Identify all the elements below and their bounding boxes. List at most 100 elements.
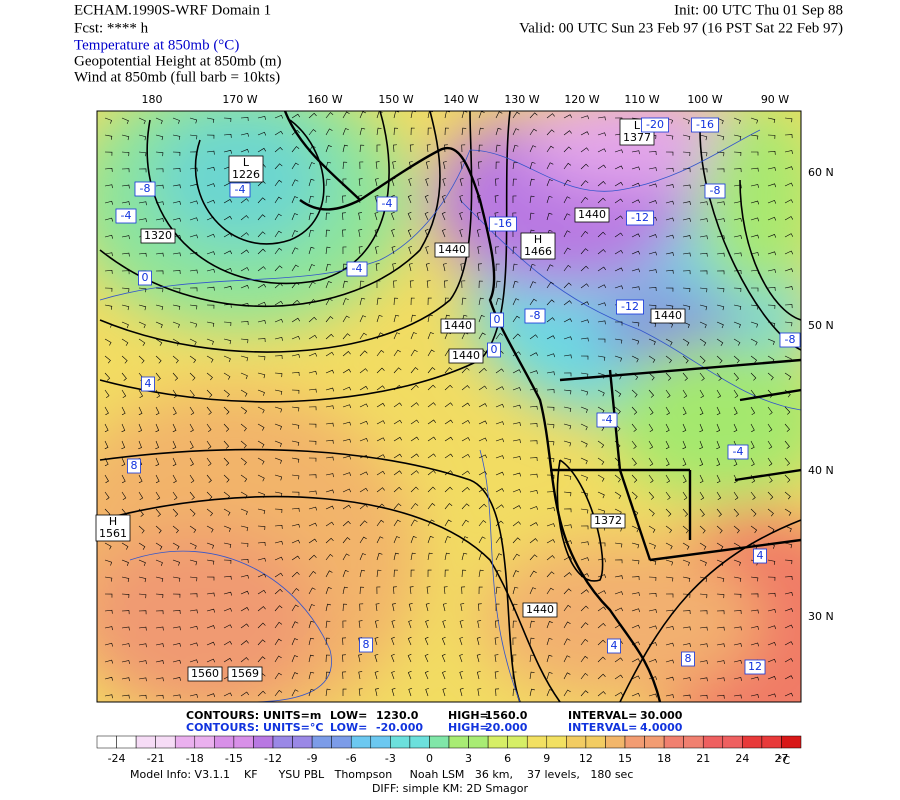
colorbar-label: 3 [465,752,472,765]
wind-barb [563,354,572,359]
wind-barb [461,367,470,374]
wind-barb [699,201,708,206]
wind-barb [274,440,282,447]
colorbar-swatch [370,735,391,749]
wind-barb [257,508,266,515]
wind-barb [699,508,705,517]
wind-barb [189,321,198,328]
label-box [650,308,686,324]
label-box [187,666,223,682]
wind-barb [308,281,316,289]
contour-info: INTERVAL= [568,721,637,734]
wind-barb [563,457,572,464]
wind-barb [614,355,623,362]
colorbar-swatch [233,735,254,749]
wind-barb [257,542,266,546]
wind-barb [767,474,773,483]
wind-barb [257,423,265,431]
field-title: Temperature at 850mb (°C) [74,37,239,53]
wind-barb [155,252,164,257]
wind-barb [461,586,466,595]
contour-info: UNITS=m [263,709,321,722]
wind-barb [767,676,777,680]
wind-barb [325,112,334,119]
wind-barb [495,569,502,578]
contour-label: -8 [524,308,546,324]
wind-barb [614,285,624,290]
wind-barb [121,184,130,189]
wind-barb [359,603,364,612]
wind-barb [172,389,178,399]
wind-barb [121,610,130,615]
wind-barb [359,471,369,476]
wind-barb [495,553,503,561]
wind-barb [325,654,330,663]
wind-barb [546,317,555,323]
wind-barb [478,552,485,561]
label-text: H 1561 [99,515,127,540]
wind-barb [393,349,401,357]
wind-barb [410,349,418,357]
wind-barb [291,282,300,289]
lon-label: 170 W [222,93,257,106]
wind-barb [155,168,164,173]
wind-barb [444,453,454,459]
wind-barb [376,297,382,306]
label-text: 1440 [452,349,480,362]
label-box [616,299,644,315]
wind-barb [308,457,317,462]
wind-barb [495,488,505,493]
wind-barb [733,626,742,631]
wind-barb [257,301,267,306]
wind-barb [138,389,144,399]
wind-barb [699,235,708,240]
wind-barb [665,217,674,222]
wind-barb [257,606,266,612]
wind-barb [240,457,247,466]
wind-barb [444,419,454,425]
wind-barb [308,352,318,357]
wind-barb [392,603,396,612]
wind-barb [614,406,621,415]
wind-barb [274,406,283,413]
wind-barb [189,251,198,256]
wind-barb [512,456,521,460]
wind-barb [325,439,334,444]
wind-barb [223,149,232,154]
wind-barb [240,623,249,629]
wind-barb [155,321,163,329]
wind-barb [476,195,481,204]
wind-barb [665,167,674,172]
wind-barb [138,474,143,484]
wind-barb [376,569,382,578]
wind-barb [563,318,573,323]
wind-barb [716,508,722,517]
wind-barb [784,321,793,327]
wind-barb [291,604,299,612]
colorbar-swatch [174,735,196,749]
wind-barb [274,655,282,663]
wind-barb [682,525,689,534]
wind-barb [424,194,429,204]
wind-barb [767,525,775,533]
wind-barb [580,147,589,153]
wind-barb [393,486,402,493]
wind-barb [784,423,790,432]
wind-barb [206,693,216,698]
wind-barb [206,658,216,663]
wind-barb [223,406,230,415]
wind-barb [155,542,163,550]
label-text: -4 [235,183,246,196]
wind-barb [529,637,535,646]
wind-barb [138,423,143,433]
colorbar-swatch [155,735,176,749]
wind-barb [206,440,212,450]
wind-barb [325,620,331,629]
wind-barb [308,587,316,595]
label-box [376,196,398,212]
wind-barb [580,655,589,663]
wind-barb [358,229,363,238]
wind-barb [512,422,521,427]
wind-barb [631,542,640,549]
wind-barb [155,626,164,631]
